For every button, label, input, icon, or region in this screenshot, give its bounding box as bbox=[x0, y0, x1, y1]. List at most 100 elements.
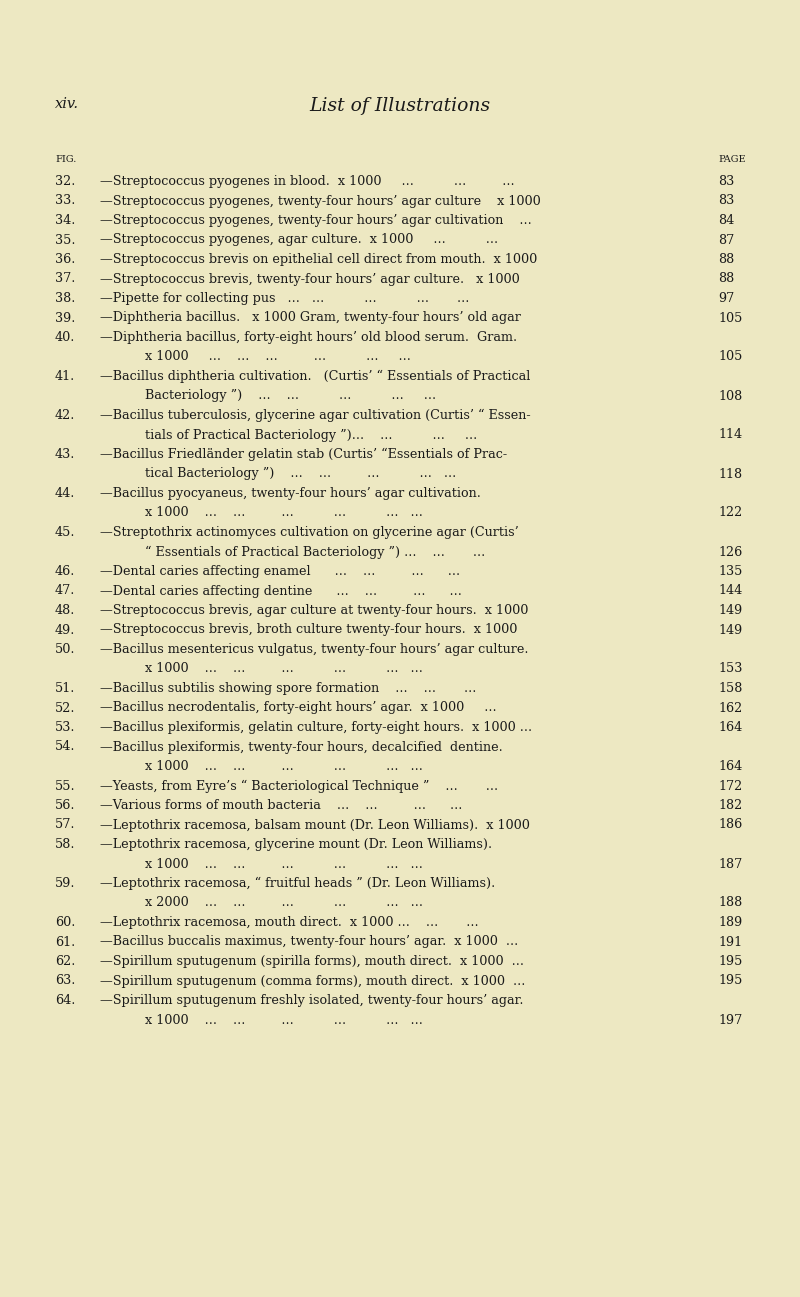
Text: —Streptococcus pyogenes, agar culture.  x 1000     ...          ...: —Streptococcus pyogenes, agar culture. x… bbox=[100, 233, 498, 246]
Text: —Dental caries affecting dentine      ...    ...         ...      ...: —Dental caries affecting dentine ... ...… bbox=[100, 585, 462, 598]
Text: 108: 108 bbox=[718, 389, 742, 402]
Text: 54.: 54. bbox=[55, 741, 75, 754]
Text: —Bacillus tuberculosis, glycerine agar cultivation (Curtis’ “ Essen-: —Bacillus tuberculosis, glycerine agar c… bbox=[100, 409, 530, 423]
Text: 83: 83 bbox=[718, 175, 734, 188]
Text: 50.: 50. bbox=[55, 643, 75, 656]
Text: FIG.: FIG. bbox=[55, 156, 76, 163]
Text: 97: 97 bbox=[718, 292, 734, 305]
Text: —Bacillus plexiformis, gelatin culture, forty-eight hours.  x 1000 ...: —Bacillus plexiformis, gelatin culture, … bbox=[100, 721, 532, 734]
Text: 49.: 49. bbox=[55, 624, 75, 637]
Text: 197: 197 bbox=[718, 1013, 742, 1026]
Text: —Leptothrix racemosa, “ fruitful heads ” (Dr. Leon Williams).: —Leptothrix racemosa, “ fruitful heads ”… bbox=[100, 877, 495, 890]
Text: —Bacillus subtilis showing spore formation    ...    ...       ...: —Bacillus subtilis showing spore formati… bbox=[100, 682, 476, 695]
Text: 118: 118 bbox=[718, 467, 742, 480]
Text: 149: 149 bbox=[718, 604, 742, 617]
Text: 186: 186 bbox=[718, 818, 742, 831]
Text: —Leptothrix racemosa, glycerine mount (Dr. Leon Williams).: —Leptothrix racemosa, glycerine mount (D… bbox=[100, 838, 492, 851]
Text: 35.: 35. bbox=[55, 233, 75, 246]
Text: —Spirillum sputugenum (spirilla forms), mouth direct.  x 1000  ...: —Spirillum sputugenum (spirilla forms), … bbox=[100, 955, 524, 968]
Text: 40.: 40. bbox=[55, 331, 75, 344]
Text: x 1000    ...    ...         ...          ...          ...   ...: x 1000 ... ... ... ... ... ... bbox=[145, 857, 423, 870]
Text: 114: 114 bbox=[718, 428, 742, 441]
Text: —Streptococcus brevis on epithelial cell direct from mouth.  x 1000: —Streptococcus brevis on epithelial cell… bbox=[100, 253, 538, 266]
Text: —Streptococcus brevis, broth culture twenty-four hours.  x 1000: —Streptococcus brevis, broth culture twe… bbox=[100, 624, 518, 637]
Text: —Streptococcus pyogenes, twenty-four hours’ agar cultivation    ...: —Streptococcus pyogenes, twenty-four hou… bbox=[100, 214, 532, 227]
Text: 44.: 44. bbox=[55, 486, 75, 501]
Text: —Bacillus buccalis maximus, twenty-four hours’ agar.  x 1000  ...: —Bacillus buccalis maximus, twenty-four … bbox=[100, 935, 518, 948]
Text: —Streptococcus pyogenes in blood.  x 1000     ...          ...         ...: —Streptococcus pyogenes in blood. x 1000… bbox=[100, 175, 514, 188]
Text: 60.: 60. bbox=[55, 916, 75, 929]
Text: 51.: 51. bbox=[55, 682, 75, 695]
Text: —Spirillum sputugenum (comma forms), mouth direct.  x 1000  ...: —Spirillum sputugenum (comma forms), mou… bbox=[100, 974, 526, 987]
Text: 187: 187 bbox=[718, 857, 742, 870]
Text: 64.: 64. bbox=[55, 994, 75, 1006]
Text: x 1000    ...    ...         ...          ...          ...   ...: x 1000 ... ... ... ... ... ... bbox=[145, 507, 423, 520]
Text: 43.: 43. bbox=[55, 447, 75, 460]
Text: —Streptococcus pyogenes, twenty-four hours’ agar culture    x 1000: —Streptococcus pyogenes, twenty-four hou… bbox=[100, 195, 541, 208]
Text: —Yeasts, from Eyre’s “ Bacteriological Technique ”    ...       ...: —Yeasts, from Eyre’s “ Bacteriological T… bbox=[100, 779, 498, 792]
Text: 63.: 63. bbox=[55, 974, 75, 987]
Text: 88: 88 bbox=[718, 272, 734, 285]
Text: 153: 153 bbox=[718, 663, 742, 676]
Text: 158: 158 bbox=[718, 682, 742, 695]
Text: —Spirillum sputugenum freshly isolated, twenty-four hours’ agar.: —Spirillum sputugenum freshly isolated, … bbox=[100, 994, 523, 1006]
Text: 33.: 33. bbox=[55, 195, 75, 208]
Text: —Bacillus diphtheria cultivation.   (Curtis’ “ Essentials of Practical: —Bacillus diphtheria cultivation. (Curti… bbox=[100, 370, 530, 383]
Text: 164: 164 bbox=[718, 721, 742, 734]
Text: 105: 105 bbox=[718, 311, 742, 324]
Text: 126: 126 bbox=[718, 546, 742, 559]
Text: tical Bacteriology ”)    ...    ...         ...          ...   ...: tical Bacteriology ”) ... ... ... ... ..… bbox=[145, 467, 456, 480]
Text: —Pipette for collecting pus   ...   ...          ...          ...       ...: —Pipette for collecting pus ... ... ... … bbox=[100, 292, 470, 305]
Text: 122: 122 bbox=[718, 507, 742, 520]
Text: List of Illustrations: List of Illustrations bbox=[310, 97, 490, 115]
Text: 162: 162 bbox=[718, 702, 742, 715]
Text: 37.: 37. bbox=[55, 272, 75, 285]
Text: —Bacillus mesentericus vulgatus, twenty-four hours’ agar culture.: —Bacillus mesentericus vulgatus, twenty-… bbox=[100, 643, 529, 656]
Text: 56.: 56. bbox=[55, 799, 75, 812]
Text: 53.: 53. bbox=[55, 721, 75, 734]
Text: 144: 144 bbox=[718, 585, 742, 598]
Text: 83: 83 bbox=[718, 195, 734, 208]
Text: 58.: 58. bbox=[55, 838, 75, 851]
Text: 38.: 38. bbox=[55, 292, 75, 305]
Text: 42.: 42. bbox=[55, 409, 75, 422]
Text: “ Essentials of Practical Bacteriology ”) ...    ...       ...: “ Essentials of Practical Bacteriology ”… bbox=[145, 546, 486, 559]
Text: 182: 182 bbox=[718, 799, 742, 812]
Text: 62.: 62. bbox=[55, 955, 75, 968]
Text: 59.: 59. bbox=[55, 877, 75, 890]
Text: 48.: 48. bbox=[55, 604, 75, 617]
Text: x 2000    ...    ...         ...          ...          ...   ...: x 2000 ... ... ... ... ... ... bbox=[145, 896, 423, 909]
Text: —Various forms of mouth bacteria    ...    ...         ...      ...: —Various forms of mouth bacteria ... ...… bbox=[100, 799, 462, 812]
Text: 32.: 32. bbox=[55, 175, 75, 188]
Text: 172: 172 bbox=[718, 779, 742, 792]
Text: 61.: 61. bbox=[55, 935, 75, 948]
Text: —Dental caries affecting enamel      ...    ...         ...      ...: —Dental caries affecting enamel ... ... … bbox=[100, 565, 460, 578]
Text: 189: 189 bbox=[718, 916, 742, 929]
Text: 87: 87 bbox=[718, 233, 734, 246]
Text: PAGE: PAGE bbox=[718, 156, 746, 163]
Text: 149: 149 bbox=[718, 624, 742, 637]
Text: x 1000    ...    ...         ...          ...          ...   ...: x 1000 ... ... ... ... ... ... bbox=[145, 760, 423, 773]
Text: —Diphtheria bacillus.   x 1000 Gram, twenty-four hours’ old agar: —Diphtheria bacillus. x 1000 Gram, twent… bbox=[100, 311, 521, 324]
Text: —Streptococcus brevis, twenty-four hours’ agar culture.   x 1000: —Streptococcus brevis, twenty-four hours… bbox=[100, 272, 520, 285]
Text: —Bacillus Friedländer gelatin stab (Curtis’ “Essentials of Prac-: —Bacillus Friedländer gelatin stab (Curt… bbox=[100, 447, 507, 462]
Text: 45.: 45. bbox=[55, 527, 75, 540]
Text: —Bacillus plexiformis, twenty-four hours, decalcified  dentine.: —Bacillus plexiformis, twenty-four hours… bbox=[100, 741, 502, 754]
Text: 188: 188 bbox=[718, 896, 742, 909]
Text: 52.: 52. bbox=[55, 702, 75, 715]
Text: —Leptothrix racemosa, mouth direct.  x 1000 ...    ...       ...: —Leptothrix racemosa, mouth direct. x 10… bbox=[100, 916, 478, 929]
Text: x 1000     ...    ...    ...         ...          ...     ...: x 1000 ... ... ... ... ... ... bbox=[145, 350, 411, 363]
Text: —Streptothrix actinomyces cultivation on glycerine agar (Curtis’: —Streptothrix actinomyces cultivation on… bbox=[100, 527, 518, 540]
Text: 88: 88 bbox=[718, 253, 734, 266]
Text: 135: 135 bbox=[718, 565, 742, 578]
Text: 164: 164 bbox=[718, 760, 742, 773]
Text: —Bacillus pyocyaneus, twenty-four hours’ agar cultivation.: —Bacillus pyocyaneus, twenty-four hours’… bbox=[100, 486, 481, 501]
Text: —Diphtheria bacillus, forty-eight hours’ old blood serum.  Gram.: —Diphtheria bacillus, forty-eight hours’… bbox=[100, 331, 517, 344]
Text: 39.: 39. bbox=[55, 311, 75, 324]
Text: 47.: 47. bbox=[55, 585, 75, 598]
Text: Bacteriology ”)    ...    ...          ...          ...     ...: Bacteriology ”) ... ... ... ... ... bbox=[145, 389, 436, 402]
Text: 46.: 46. bbox=[55, 565, 75, 578]
Text: —Leptothrix racemosa, balsam mount (Dr. Leon Williams).  x 1000: —Leptothrix racemosa, balsam mount (Dr. … bbox=[100, 818, 530, 831]
Text: 191: 191 bbox=[718, 935, 742, 948]
Text: 105: 105 bbox=[718, 350, 742, 363]
